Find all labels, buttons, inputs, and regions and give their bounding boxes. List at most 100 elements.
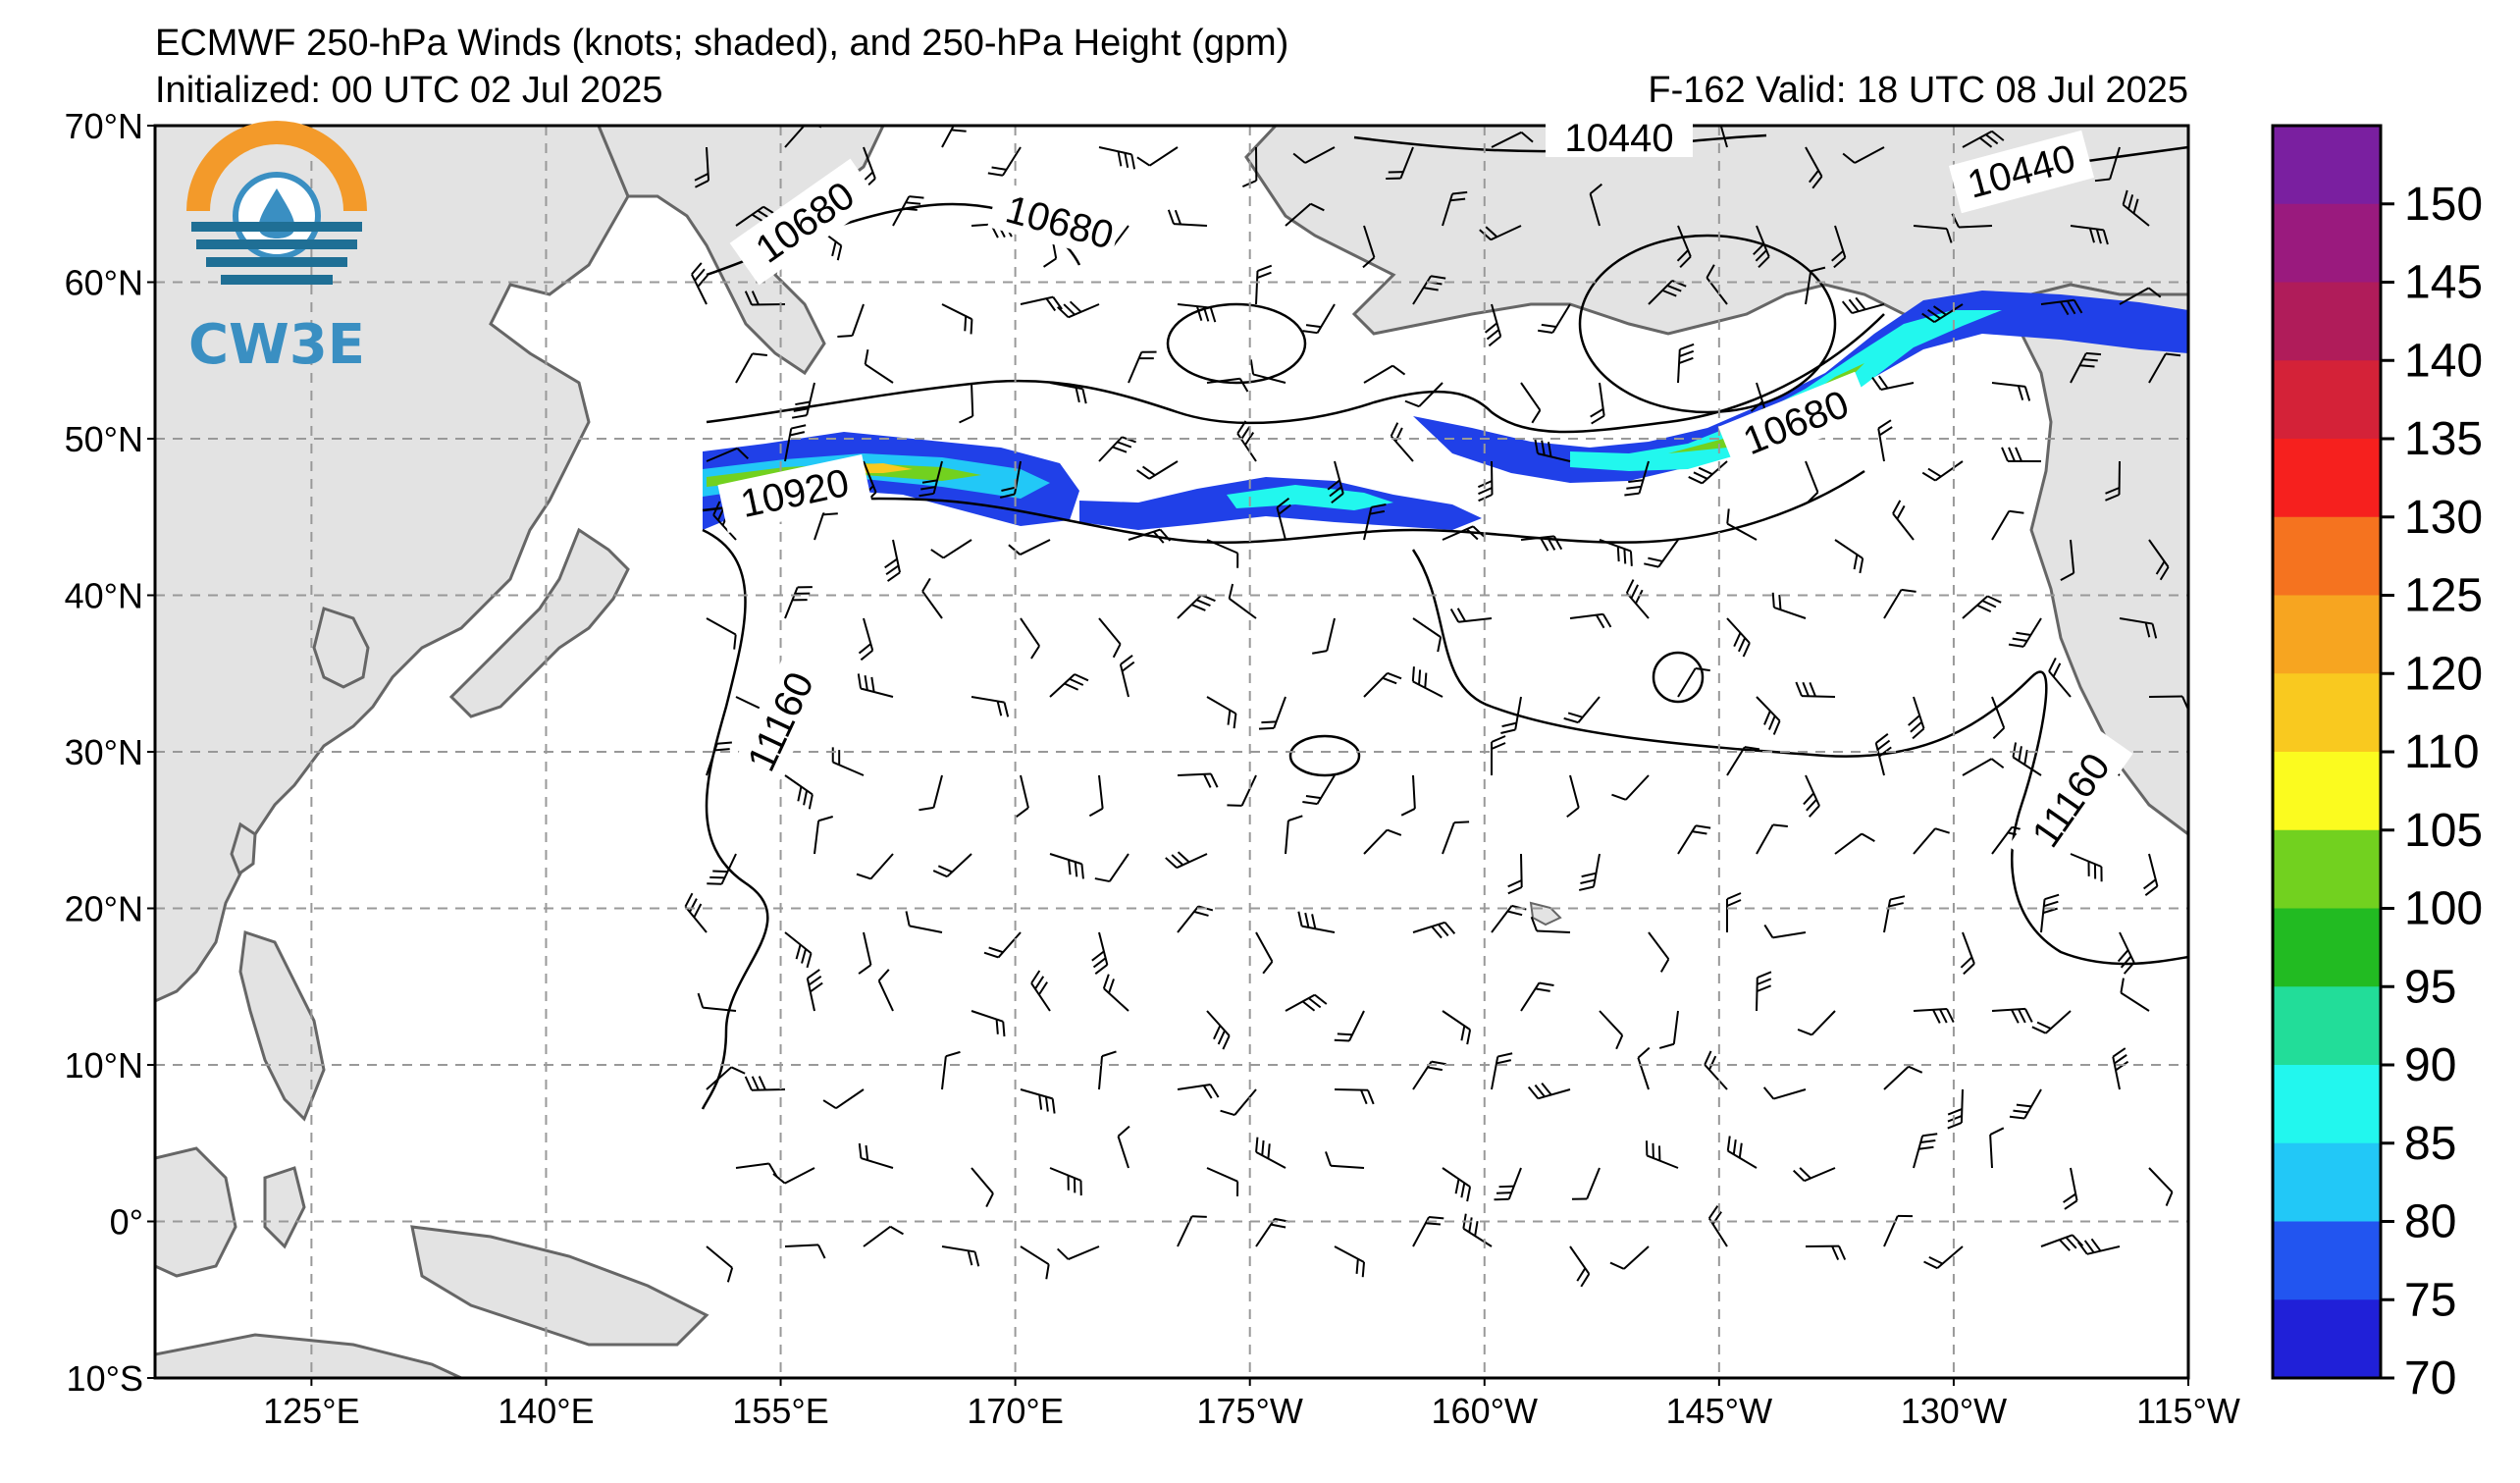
borneo-island	[155, 1146, 237, 1278]
lat-tick-label: 10°S	[67, 1358, 143, 1399]
colorbar-label: 150	[2404, 179, 2483, 231]
wind-barb	[1020, 1088, 1056, 1114]
wind-barb	[1119, 655, 1135, 698]
lon-tick-label: 140°E	[498, 1391, 594, 1431]
wind-barb	[1098, 146, 1136, 170]
wind-barb	[784, 424, 807, 462]
wind-barb	[1206, 1010, 1231, 1050]
lat-tick-label: 60°N	[65, 263, 143, 303]
wind-barb	[1991, 696, 2006, 740]
wind-barb	[707, 853, 737, 885]
wind-barb	[784, 931, 813, 969]
wind-barb	[2077, 1238, 2121, 1255]
wind-barb	[1049, 853, 1084, 879]
colorbar-label: 75	[2404, 1274, 2456, 1326]
wind-barb	[941, 303, 973, 335]
wind-barb	[1753, 225, 1770, 269]
wind-barb	[2040, 1234, 2084, 1251]
wind-barb	[784, 1244, 826, 1259]
wind-barb	[806, 969, 823, 1012]
wind-barb	[1803, 774, 1820, 818]
lon-tick-label: 160°W	[1432, 1391, 1538, 1431]
wind-barb	[1030, 970, 1051, 1012]
wind-barb	[694, 146, 710, 188]
wind-barb	[919, 774, 943, 812]
wind-barb	[1571, 1167, 1601, 1200]
contour-label-box	[1546, 118, 1693, 157]
wind-barb	[1228, 583, 1257, 619]
wind-barb	[1334, 1088, 1375, 1105]
wind-barb	[1527, 1083, 1571, 1100]
wind-barb	[930, 539, 972, 559]
jet-mid-core	[1227, 485, 1393, 510]
wind-barb	[932, 853, 972, 878]
wind-barb	[1255, 1137, 1286, 1169]
lat-tick-label: 50°N	[65, 419, 143, 459]
logo-wave-1	[191, 222, 362, 232]
wind-barb	[1726, 746, 1760, 776]
wind-barb	[1771, 592, 1807, 619]
wind-barb	[1088, 774, 1104, 818]
colorbar-label: 145	[2404, 257, 2483, 309]
wind-barb	[735, 352, 767, 384]
wind-barb	[1056, 1245, 1100, 1260]
contour-label-box	[2008, 725, 2133, 874]
wind-barb	[1962, 758, 2005, 776]
lon-tick-label: 125°E	[263, 1391, 359, 1431]
wind-barb	[2063, 1167, 2078, 1210]
wind-barb	[1255, 931, 1274, 975]
wind-barb	[1363, 671, 1402, 698]
lat-tick-label: 40°N	[65, 576, 143, 616]
wind-barb	[2117, 931, 2135, 975]
wind-barb	[1805, 460, 1819, 504]
wind-barb	[971, 1010, 1006, 1037]
wind-barb	[1057, 300, 1100, 319]
latitude-labels: 70°N 60°N 50°N 40°N 30°N 20°N 10°N 0° 10°S	[65, 106, 155, 1399]
wind-barb	[1726, 1136, 1758, 1169]
wind-barb	[1624, 460, 1650, 497]
wind-barb	[1442, 1010, 1472, 1045]
wind-barb	[1795, 681, 1836, 698]
wind-barb	[1206, 696, 1237, 729]
colorbar-swatch	[2273, 595, 2381, 674]
wind-barb	[856, 853, 894, 880]
wind-barb	[1206, 377, 1249, 393]
korea-peninsula	[312, 607, 370, 689]
wind-barb	[784, 774, 814, 810]
wind-barb	[1302, 303, 1336, 335]
logo-sun-arc	[186, 121, 367, 211]
wind-barb	[2031, 1010, 2072, 1034]
contour-label-box	[717, 453, 872, 534]
wind-barb	[1249, 359, 1286, 384]
wind-barb	[2008, 617, 2042, 648]
colorbar-label: 90	[2404, 1039, 2456, 1091]
wind-barb	[1805, 266, 1826, 305]
wind-barb	[1091, 931, 1109, 976]
logo-wave-3	[206, 257, 347, 267]
wind-barb	[2119, 617, 2158, 639]
wind-barb	[1297, 911, 1336, 933]
wind-barb	[1797, 1010, 1836, 1036]
logo-text: CW3E	[188, 313, 365, 377]
colorbar-swatch	[2273, 1221, 2381, 1300]
wind-barb	[1947, 1088, 1964, 1130]
colorbar-swatch	[2273, 1065, 2381, 1144]
wind-barb	[831, 747, 865, 776]
colorbar-swatch	[2273, 203, 2381, 283]
wind-barb	[1491, 1052, 1513, 1090]
wind-barb	[892, 195, 924, 227]
wind-barb	[1206, 539, 1239, 568]
wind-barb	[2094, 146, 2121, 183]
wind-barb	[905, 911, 943, 933]
wind-barb	[1098, 436, 1136, 462]
wind-barb	[1756, 823, 1788, 855]
wind-barb	[791, 382, 815, 419]
wind-barb	[884, 539, 901, 582]
lat-tick-label: 30°N	[65, 732, 143, 772]
colorbar-label: 95	[2404, 961, 2456, 1013]
colorbar: 150 145 140 135 130 125 120 110 105 100 95 90 85 80 75…	[2271, 124, 2483, 1404]
wind-barb	[959, 382, 974, 424]
wind-barb	[1566, 774, 1580, 819]
colorbar-label: 125	[2404, 570, 2483, 622]
wind-barb	[1094, 853, 1129, 883]
